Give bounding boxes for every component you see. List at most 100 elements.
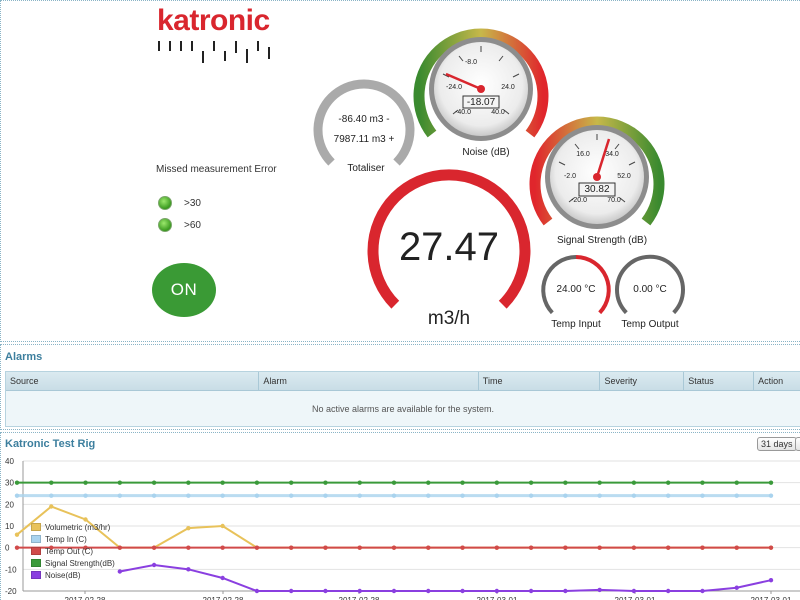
alarms-empty-message: No active alarms are available for the s… [311, 404, 495, 414]
alarms-table: Source Alarm Time Severity Status Action… [5, 371, 800, 427]
series-point-1 [151, 493, 157, 498]
series-point-1 [528, 493, 534, 498]
series-point-3 [151, 480, 157, 485]
legend-label: Signal Strength(dB) [45, 558, 115, 568]
series-point-2 [528, 545, 534, 550]
series-point-4 [768, 577, 774, 583]
y-tick-label: -10 [5, 565, 17, 574]
series-point-1 [83, 493, 88, 498]
trend-chart-panel: Katronic Test Rig 31 days 40 30 20 10 0 -10 -2… [0, 432, 800, 600]
series-point-2 [494, 545, 500, 550]
range-next-button[interactable] [795, 437, 800, 451]
status-led-30-label: >30 [184, 198, 201, 209]
legend-item-volumetric[interactable]: Volumetric (m3/hr) [31, 521, 115, 533]
series-line-4 [119, 563, 772, 592]
series-point-3 [49, 480, 54, 485]
series-point-1 [665, 493, 671, 498]
range-31-days-button[interactable]: 31 days [757, 437, 797, 451]
series-point-3 [631, 480, 637, 485]
legend-swatch [31, 547, 41, 555]
series-point-1 [700, 493, 705, 498]
column-header-status[interactable]: Status [684, 372, 755, 390]
column-header-severity[interactable]: Severity [600, 372, 685, 390]
series-point-2 [83, 545, 88, 550]
series-point-2 [768, 545, 774, 550]
series-point-3 [597, 480, 602, 485]
y-tick-label: 10 [5, 522, 14, 531]
signal-tick-right: 52.0 [617, 173, 631, 180]
brand-logo-text: katronic [157, 4, 270, 37]
series-point-1 [288, 493, 294, 498]
column-header-time[interactable]: Time [479, 372, 601, 390]
legend-item-temp-in[interactable]: Temp In (C) [31, 533, 115, 545]
noise-gauge [413, 28, 549, 141]
legend-label: Temp Out (C) [45, 546, 94, 556]
series-point-2 [117, 545, 123, 550]
series-line-0 [16, 505, 771, 549]
temp-input-label: Temp Input [551, 319, 601, 330]
series-point-0 [186, 525, 191, 531]
series-point-2 [734, 545, 739, 550]
flow-value: 27.47 [398, 225, 500, 269]
flow-gauge [367, 169, 531, 309]
legend-item-signal-strength[interactable]: Signal Strength(dB) [31, 557, 115, 569]
x-tick-label: 2017-02-28 [203, 596, 244, 600]
series-point-4 [460, 588, 465, 594]
y-tick-label: 20 [5, 500, 14, 509]
series-point-3 [357, 480, 362, 485]
series-point-2 [597, 545, 602, 550]
series-point-1 [631, 493, 637, 498]
signal-tick-bottom-right: 70.0 [607, 197, 621, 204]
series-point-2 [186, 545, 191, 550]
totaliser-line-2: 7987.11 m3 + [333, 134, 395, 145]
series-point-4 [357, 588, 362, 594]
status-led-60-label: >60 [184, 220, 201, 231]
series-point-2 [151, 545, 157, 550]
column-header-alarm[interactable]: Alarm [259, 372, 479, 390]
series-point-3 [460, 480, 465, 485]
legend-swatch [31, 523, 41, 531]
series-point-2 [49, 545, 54, 550]
series-point-3 [768, 480, 774, 485]
series-point-4 [528, 588, 534, 594]
column-header-action[interactable]: Action [758, 376, 784, 386]
series-point-3 [700, 480, 705, 485]
y-tick-label: -20 [5, 587, 17, 596]
signal-strength-gauge [529, 116, 665, 229]
noise-tick-bottom-left: -40.0 [455, 109, 471, 116]
series-point-4 [151, 562, 157, 568]
legend-item-noise[interactable]: Noise(dB) [31, 569, 115, 581]
series-point-4 [186, 567, 191, 572]
series-point-4 [734, 585, 739, 590]
x-tick-label: 2017-03-01 [751, 596, 792, 600]
series-point-2 [220, 545, 225, 550]
series-point-4 [494, 588, 500, 594]
power-on-button[interactable]: ON [152, 263, 216, 317]
temp-input-value: 24.00 °C [556, 284, 596, 295]
x-tick-label: 2017-02-28 [65, 596, 106, 600]
legend-label: Temp In (C) [45, 534, 87, 544]
series-point-4 [323, 588, 328, 594]
noise-tick-top: -8.0 [464, 59, 478, 66]
x-tick-label: 2017-03-01 [615, 596, 656, 600]
dashboard-panel: katronic Missed measurement Error >30 >6… [0, 0, 800, 342]
series-point-3 [426, 480, 431, 485]
legend-swatch [31, 559, 41, 567]
series-point-3 [323, 480, 328, 485]
series-point-1 [49, 493, 54, 498]
series-point-3 [734, 480, 739, 485]
series-point-1 [254, 493, 260, 498]
series-point-2 [563, 545, 568, 550]
x-tick-label: 2017-02-28 [339, 596, 380, 600]
series-point-3 [254, 480, 260, 485]
column-header-source[interactable]: Source [6, 372, 260, 390]
legend-item-temp-out[interactable]: Temp Out (C) [31, 545, 115, 557]
brand-logo-ruler [158, 41, 270, 63]
temp-output-value: 0.00 °C [633, 284, 667, 295]
series-point-0 [83, 517, 88, 522]
noise-readout: -18.07 [466, 97, 496, 108]
trend-chart: 403020100-10-202017-02-2812:002017-02-28… [5, 457, 800, 600]
series-point-1 [563, 493, 568, 498]
series-point-1 [186, 493, 191, 498]
